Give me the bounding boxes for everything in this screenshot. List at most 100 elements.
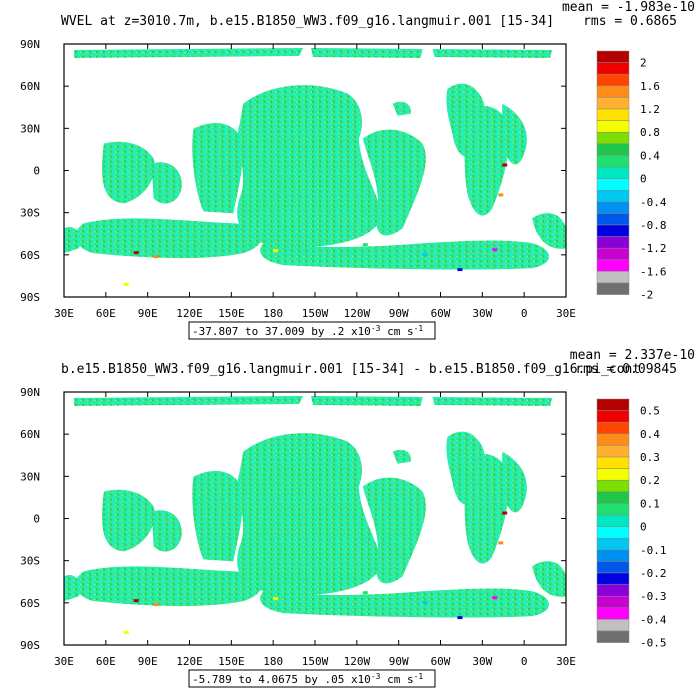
y-tick-label: 90S bbox=[20, 639, 40, 652]
anomaly-speck bbox=[498, 193, 504, 197]
x-tick-label: 30E bbox=[54, 655, 74, 668]
colorbar-swatch bbox=[596, 131, 630, 145]
colorbar-swatch bbox=[596, 73, 630, 87]
y-tick-label: 60N bbox=[20, 428, 40, 441]
anomaly-speck bbox=[362, 243, 368, 247]
colorbar-swatch bbox=[596, 50, 630, 63]
x-tick-label: 60E bbox=[96, 655, 116, 668]
anomaly-speck bbox=[362, 591, 368, 595]
colorbar-swatch bbox=[596, 445, 630, 458]
colorbar-swatch bbox=[596, 155, 630, 168]
colorbar-swatch bbox=[596, 62, 630, 75]
colorbar-label: 0.4 bbox=[640, 149, 660, 162]
anomaly-speck bbox=[492, 596, 498, 600]
colorbar: 0.5 0.4 0.3 0.2 0.1 0 -0.1 -0.2 -0.3 -0.4 -0.5 bbox=[596, 398, 667, 650]
x-tick-label: 30E bbox=[54, 307, 74, 320]
anomaly-speck bbox=[422, 601, 428, 605]
colorbar-label: 0.5 bbox=[640, 405, 660, 418]
colorbar-swatch bbox=[596, 259, 630, 272]
x-tick-label: 120E bbox=[176, 307, 203, 320]
x-tick-label: 30E bbox=[556, 655, 576, 668]
y-tick-label: 90S bbox=[20, 291, 40, 304]
colorbar-swatch bbox=[596, 201, 630, 214]
mean-value: mean = 2.337e-10 bbox=[570, 348, 695, 363]
ocean-field bbox=[64, 396, 566, 635]
x-tick-label: 180 bbox=[263, 655, 283, 668]
panel-1: WVEL at z=3010.7m, b.e15.B1850_WW3.f09_g… bbox=[20, 0, 695, 340]
panel-2: b.e15.B1850_WW3.f09_g16.langmuir.001 [15… bbox=[20, 348, 695, 688]
colorbar-swatch bbox=[596, 584, 630, 597]
colorbar-label: 1.6 bbox=[640, 80, 660, 93]
colorbar-label: -1.2 bbox=[640, 242, 667, 255]
y-tick-label: 0 bbox=[33, 513, 40, 526]
colorbar-swatch bbox=[596, 619, 630, 632]
anomaly-speck bbox=[502, 163, 508, 167]
colorbar-swatch bbox=[596, 549, 630, 562]
colorbar-label: 0 bbox=[640, 521, 647, 534]
rms-value: rms = 0.6865 bbox=[583, 14, 677, 29]
range-text: -37.807 to 37.009 by .2 x10-3 cm s-1 bbox=[192, 324, 423, 338]
colorbar-swatch bbox=[596, 595, 630, 609]
colorbar-swatch bbox=[596, 143, 630, 156]
rms-value: rms = 0.09845 bbox=[575, 362, 677, 377]
x-tick-label: 150W bbox=[302, 655, 329, 668]
colorbar-swatch bbox=[596, 572, 630, 585]
colorbar-swatch bbox=[596, 97, 630, 110]
colorbar-label: -0.4 bbox=[640, 613, 667, 626]
anomaly-speck bbox=[273, 597, 279, 601]
x-tick-label: 150E bbox=[218, 307, 245, 320]
colorbar-swatch bbox=[596, 468, 630, 481]
colorbar-swatch bbox=[596, 561, 630, 574]
colorbar-swatch bbox=[596, 526, 630, 539]
colorbar-label: -0.3 bbox=[640, 590, 667, 603]
colorbar: 2 1.6 1.2 0.8 0.4 0 -0.4 -0.8 -1.2 -1.6 -2 bbox=[596, 50, 667, 302]
colorbar-label: -0.5 bbox=[640, 637, 667, 650]
colorbar-swatch bbox=[596, 166, 630, 179]
colorbar-label: -0.2 bbox=[640, 567, 667, 580]
colorbar-swatch bbox=[596, 433, 630, 446]
y-tick-label: 30N bbox=[20, 470, 40, 483]
range-box bbox=[188, 669, 436, 688]
y-tick-label: 60N bbox=[20, 80, 40, 93]
anomaly-speck bbox=[422, 253, 428, 257]
colorbar-label: 1.2 bbox=[640, 103, 660, 116]
x-tick-label: 0 bbox=[521, 307, 528, 320]
colorbar-label: 0.4 bbox=[640, 428, 660, 441]
x-tick-label: 60W bbox=[431, 307, 451, 320]
x-tick-label: 180 bbox=[263, 307, 283, 320]
anomaly-speck bbox=[153, 603, 159, 607]
colorbar-label: -0.1 bbox=[640, 544, 667, 557]
x-tick-label: 90E bbox=[138, 307, 158, 320]
colorbar-label: 0.1 bbox=[640, 497, 660, 510]
colorbar-swatch bbox=[596, 421, 630, 435]
y-tick-label: 0 bbox=[33, 165, 40, 178]
colorbar-label: 0 bbox=[640, 173, 647, 186]
x-tick-label: 30W bbox=[472, 655, 492, 668]
anomaly-speck bbox=[273, 249, 279, 253]
colorbar-label: -0.8 bbox=[640, 219, 667, 232]
y-tick-label: 60S bbox=[20, 249, 40, 262]
colorbar-label: 0.3 bbox=[640, 451, 660, 464]
colorbar-swatch bbox=[596, 456, 630, 469]
anomaly-speck bbox=[123, 283, 129, 287]
colorbar-swatch bbox=[596, 247, 630, 261]
colorbar-label: -0.4 bbox=[640, 196, 667, 209]
anomaly-speck bbox=[492, 248, 498, 252]
anomaly-speck bbox=[153, 255, 159, 259]
x-tick-label: 60E bbox=[96, 307, 116, 320]
x-tick-label: 0 bbox=[521, 655, 528, 668]
anomaly-speck bbox=[457, 268, 463, 272]
colorbar-swatch bbox=[596, 178, 630, 191]
colorbar-swatch bbox=[596, 410, 630, 423]
colorbar-swatch bbox=[596, 514, 630, 527]
ocean-field bbox=[64, 48, 566, 287]
x-tick-label: 30W bbox=[472, 307, 492, 320]
anomaly-speck bbox=[498, 541, 504, 545]
anomaly-speck bbox=[457, 616, 463, 620]
x-tick-label: 150E bbox=[218, 655, 245, 668]
y-tick-label: 30S bbox=[20, 555, 40, 568]
x-tick-label: 120E bbox=[176, 655, 203, 668]
colorbar-label: -2 bbox=[640, 289, 653, 302]
colorbar-swatch bbox=[596, 537, 630, 551]
